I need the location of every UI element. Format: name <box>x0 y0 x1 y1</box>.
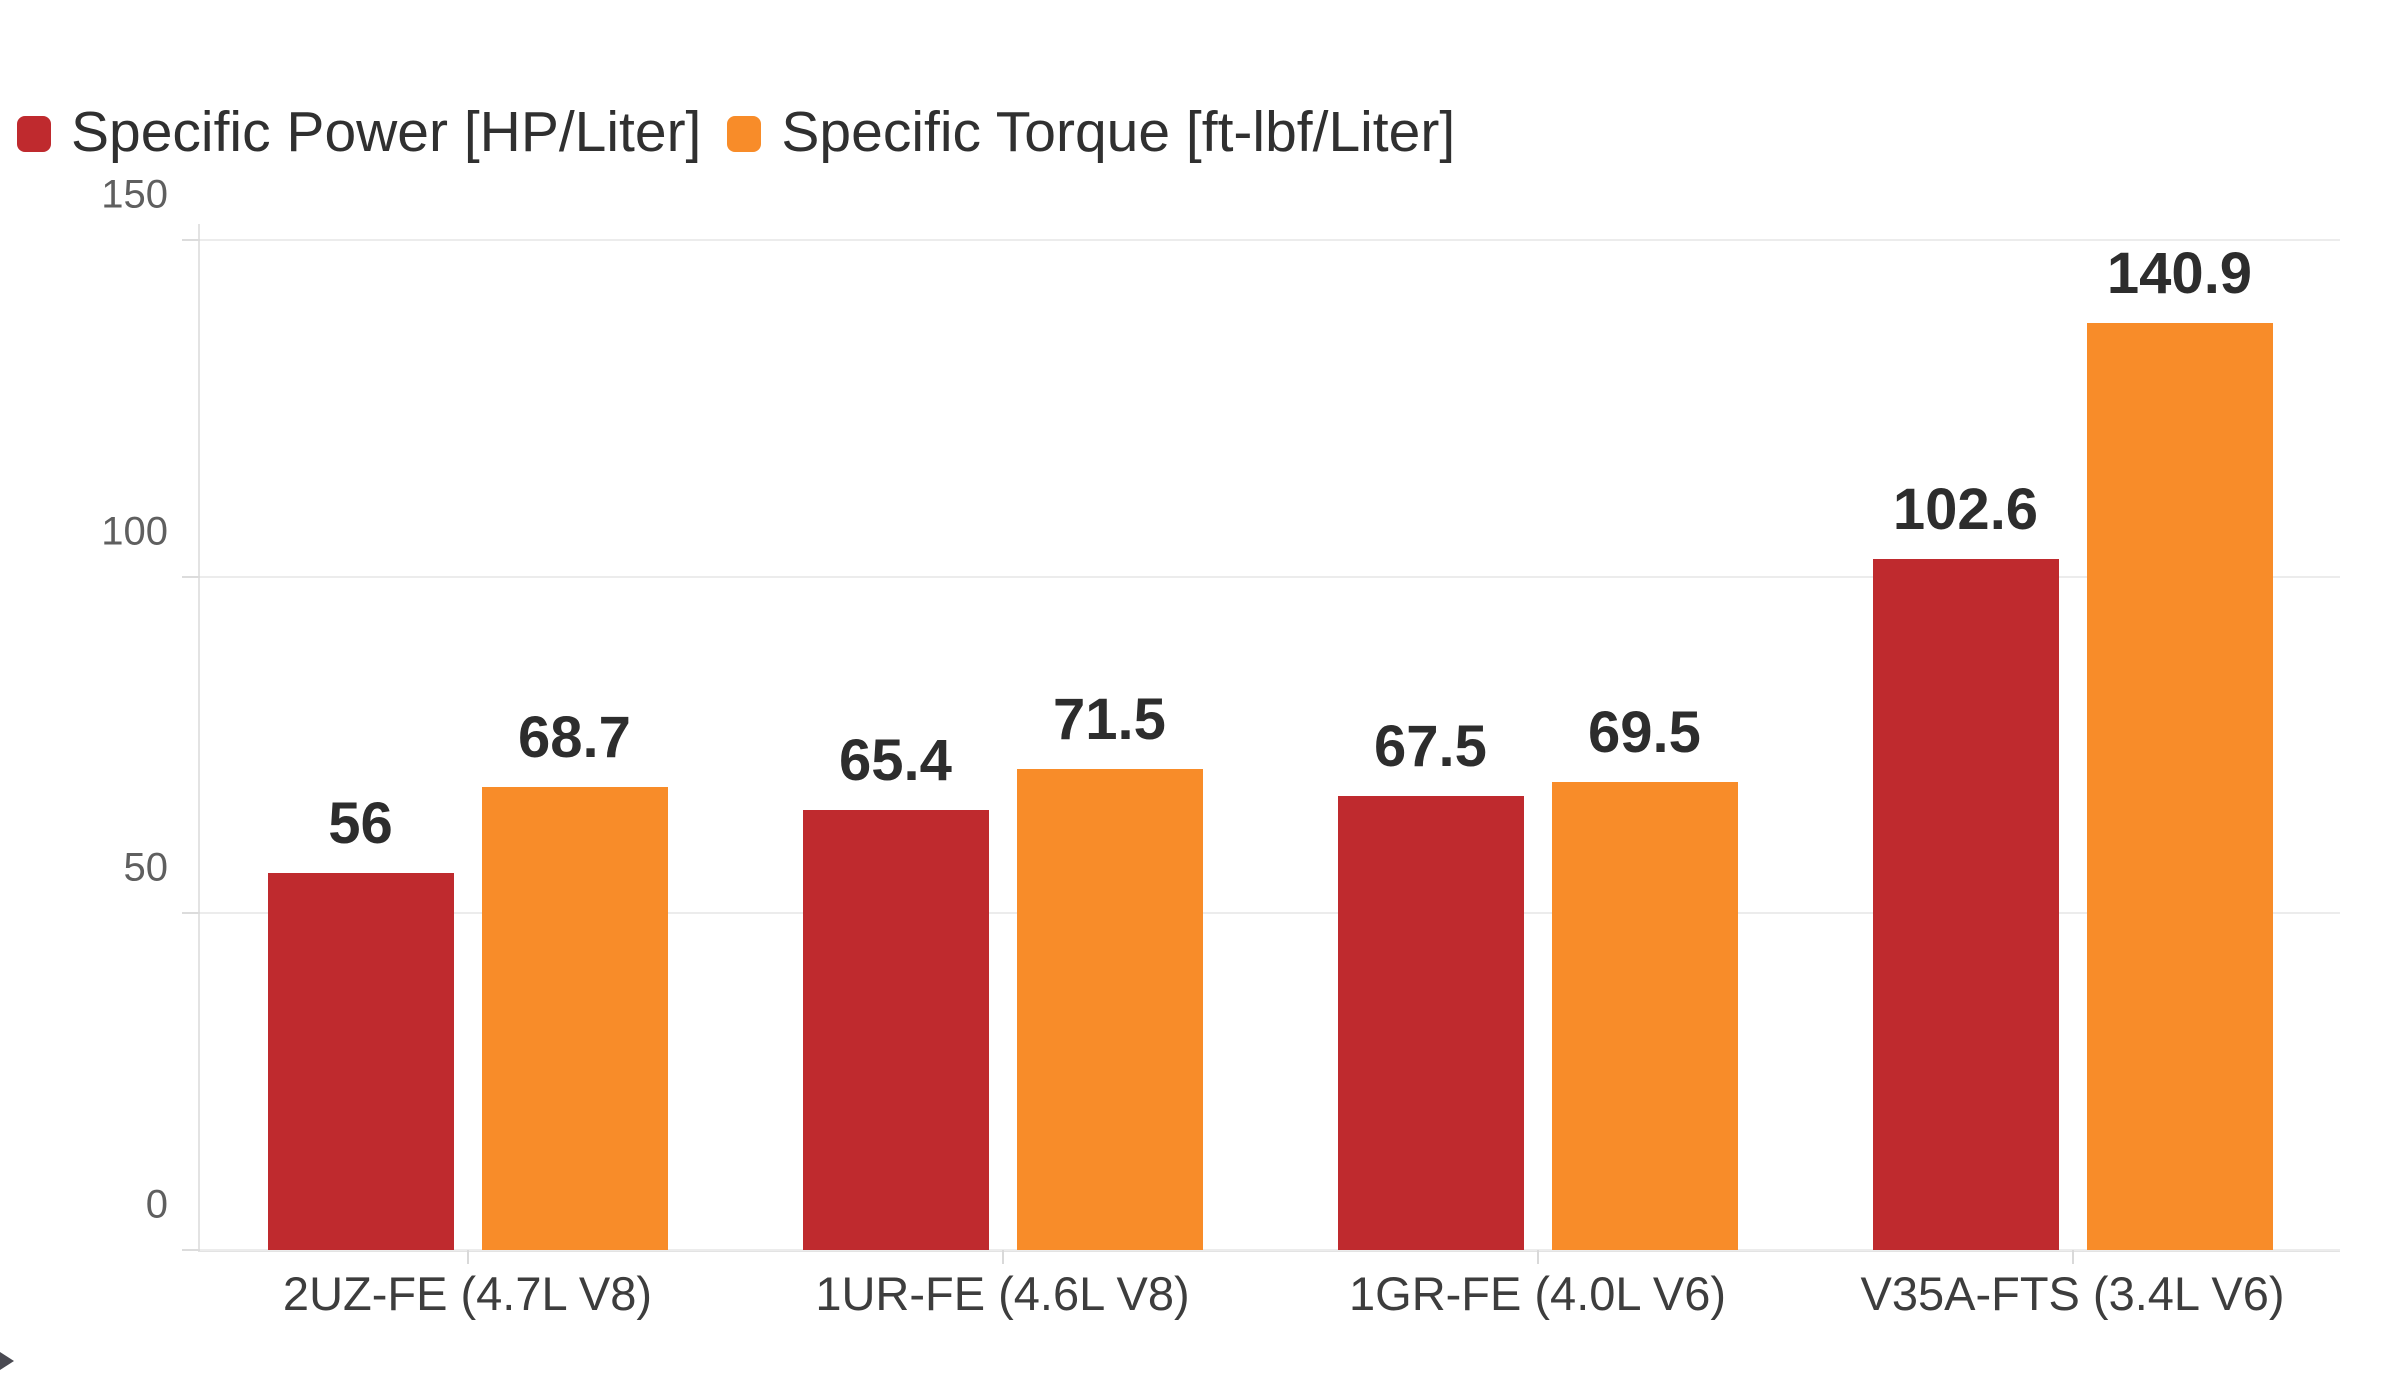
y-axis-tick-label-50: 50 <box>123 845 169 890</box>
bar-column: 68.7 <box>481 240 668 1250</box>
y-axis-tick-label-150: 150 <box>101 172 168 217</box>
y-tickmark-0 <box>182 1249 200 1251</box>
legend-item-specific-torque[interactable]: Specific Torque [ft-lbf/Liter] <box>727 99 1455 165</box>
x-axis-line <box>198 1250 2340 1252</box>
bar-torque-1[interactable] <box>481 787 668 1250</box>
legend-label-specific-torque: Specific Torque [ft-lbf/Liter] <box>781 100 1456 164</box>
bar-power-2[interactable] <box>802 809 989 1250</box>
bar-column: 67.5 <box>1337 240 1524 1250</box>
bar-value-label: 65.4 <box>839 727 952 793</box>
bar-group-1: 56 68.7 <box>200 240 735 1250</box>
gridline-y-0 <box>200 1249 2340 1251</box>
bar-value-label: 69.5 <box>1588 700 1701 766</box>
bar-power-3[interactable] <box>1337 795 1524 1250</box>
gridline-y-50 <box>200 912 2340 915</box>
bar-group-2: 65.4 71.5 <box>735 240 1270 1250</box>
bar-value-label: 67.5 <box>1374 713 1487 779</box>
bar-column: 69.5 <box>1551 240 1738 1250</box>
bar-value-label: 68.7 <box>518 705 631 771</box>
x-tickmark-4 <box>2071 1250 2074 1264</box>
y-axis-line <box>198 224 200 1250</box>
legend-item-specific-power[interactable]: Specific Power [HP/Liter] <box>17 99 701 165</box>
x-axis-label-4: V35A-FTS (3.4L V6) <box>1860 1267 2285 1320</box>
bar-column: 140.9 <box>2086 240 2273 1250</box>
y-axis-tick-label-0: 0 <box>145 1182 168 1227</box>
y-tickmark-50 <box>182 912 200 915</box>
bar-torque-4[interactable] <box>2086 323 2273 1250</box>
x-axis-label-3: 1GR-FE (4.0L V6) <box>1349 1267 1726 1320</box>
x-axis-label-1: 2UZ-FE (4.7L V8) <box>282 1267 653 1320</box>
power-swatch-icon <box>17 116 51 152</box>
plot-area: 0 50 100 150 56 68.7 2UZ-FE (4.7L V8) 65.4 71.5 1… <box>101 173 2340 1320</box>
bar-column: 56 <box>267 240 454 1250</box>
x-tickmark-2 <box>1001 1250 1004 1264</box>
bar-value-label: 56 <box>328 790 393 856</box>
bar-value-label: 102.6 <box>1892 477 2039 543</box>
bar-value-label: 71.5 <box>1053 686 1166 752</box>
bar-torque-2[interactable] <box>1016 768 1203 1250</box>
bar-group-4: 102.6 140.9 <box>1805 240 2340 1250</box>
bar-group-3: 67.5 69.5 <box>1270 240 1805 1250</box>
y-axis-tick-label-100: 100 <box>101 509 168 554</box>
cursor-artifact <box>0 1352 14 1370</box>
bar-power-1[interactable] <box>267 872 454 1250</box>
y-tickmark-150 <box>182 239 200 241</box>
x-tickmark-1 <box>466 1250 469 1264</box>
bar-column: 102.6 <box>1872 240 2059 1250</box>
gridline-y-150 <box>200 239 2340 241</box>
legend-label-specific-power: Specific Power [HP/Liter] <box>71 100 702 164</box>
bar-power-4[interactable] <box>1872 559 2059 1250</box>
x-tickmark-3 <box>1536 1250 1539 1264</box>
x-axis-label-2: 1UR-FE (4.6L V8) <box>815 1267 1190 1320</box>
legend: Specific Power [HP/Liter] Specific Torqu… <box>17 100 1455 164</box>
bar-torque-3[interactable] <box>1551 782 1738 1250</box>
gridline-y-100 <box>200 575 2340 578</box>
y-tickmark-100 <box>182 575 200 578</box>
bar-column: 71.5 <box>1016 240 1203 1250</box>
bar-column: 65.4 <box>802 240 989 1250</box>
bar-value-label: 140.9 <box>2106 241 2253 306</box>
torque-swatch-icon <box>727 116 762 152</box>
